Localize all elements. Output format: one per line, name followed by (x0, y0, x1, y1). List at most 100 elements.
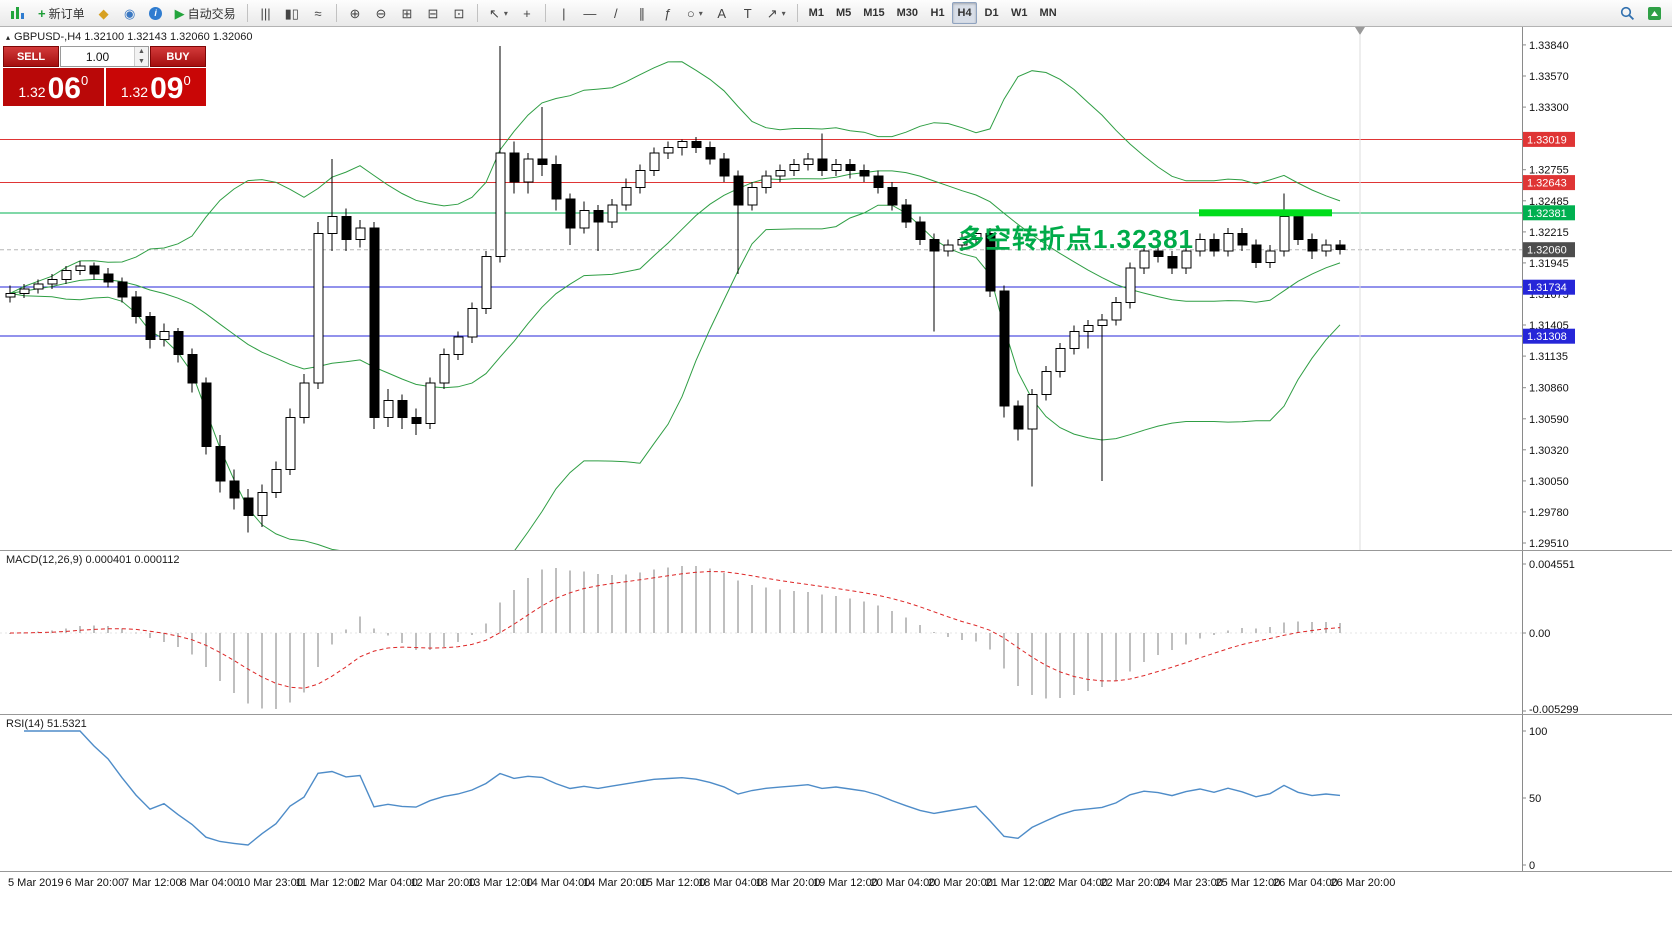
svg-text:1.32060: 1.32060 (1527, 245, 1567, 257)
cascade-windows-button[interactable]: ⊟ (421, 2, 445, 24)
volume-stepper: ▲ ▼ (60, 46, 149, 67)
candlestick-chart-button[interactable]: ▮▯ (280, 2, 304, 24)
svg-text:1.33840: 1.33840 (1529, 40, 1569, 52)
timeframe-h4-button[interactable]: H4 (952, 2, 978, 24)
timeframe-d1-button[interactable]: D1 (979, 2, 1004, 24)
svg-text:-0.005299: -0.005299 (1529, 704, 1579, 714)
macd-scale[interactable]: 0.004551 0.00 -0.005299 (1522, 551, 1672, 714)
shapes-icon: ○ (686, 5, 695, 21)
svg-text:1.32755: 1.32755 (1529, 165, 1569, 177)
volume-down-icon[interactable]: ▼ (135, 56, 148, 66)
text-tool-button[interactable]: A (710, 2, 734, 24)
label-tool-button[interactable]: T (736, 2, 760, 24)
date-label: 18 Mar 04:00 (698, 877, 763, 889)
app-logo-icon (5, 2, 31, 24)
text-icon: A (717, 5, 727, 21)
date-label: 12 Mar 04:00 (353, 877, 418, 889)
cascade-windows-icon: ⊟ (427, 5, 439, 21)
price-scale[interactable]: 1.338401.335701.333001.330301.327551.324… (1522, 27, 1672, 550)
horizontal-line-tool-button[interactable]: — (578, 2, 602, 24)
date-label: 26 Mar 20:00 (1330, 877, 1396, 889)
svg-text:1.29780: 1.29780 (1529, 507, 1569, 519)
macd-signal-line (9, 570, 1341, 689)
zoom-out-button[interactable]: ⊖ (369, 2, 393, 24)
date-label: 19 Mar 12:00 (813, 877, 878, 889)
date-label: 5 Mar 2019 (8, 877, 64, 889)
shapes-tool-button[interactable]: ○ ▾ (682, 2, 708, 24)
search-button[interactable] (1615, 2, 1640, 24)
ask-prefix: 1.32 (120, 84, 149, 100)
date-label: 24 Mar 23:00 (1158, 877, 1223, 889)
svg-text:50: 50 (1529, 793, 1541, 805)
vertical-line-icon: | (562, 5, 566, 21)
ask-price-display[interactable]: 1.32 09 0 (105, 68, 206, 106)
tile-windows-button[interactable]: ⊞ (395, 2, 419, 24)
volume-input[interactable] (61, 47, 134, 66)
timeframe-m30-button[interactable]: M30 (892, 2, 923, 24)
bid-price-display[interactable]: 1.32 06 0 (3, 68, 104, 106)
autotrade-label: 自动交易 (187, 6, 236, 21)
horizontal-line-icon: — (583, 5, 597, 21)
timeframe-mn-button[interactable]: MN (1035, 2, 1062, 24)
profile-button[interactable]: ◉ (118, 2, 142, 24)
cursor-tool-button[interactable]: ↖ ▾ (484, 2, 513, 24)
community-button[interactable] (1642, 2, 1667, 24)
rsi-label: RSI(14) 51.5321 (6, 718, 87, 730)
chevron-down-icon: ▾ (698, 8, 703, 18)
crosshair-icon: + (523, 5, 531, 21)
trendline-icon: / (614, 5, 618, 21)
price-chart[interactable]: 1.338401.335701.333001.330301.327551.324… (0, 27, 1672, 550)
svg-text:1.31945: 1.31945 (1529, 258, 1569, 270)
arrange-windows-icon: ⊡ (453, 5, 465, 21)
shift-marker-icon (1355, 27, 1365, 35)
timeframe-w1-button[interactable]: W1 (1006, 2, 1033, 24)
line-chart-button[interactable]: ≈ (306, 2, 330, 24)
timeframe-m5-button[interactable]: M5 (831, 2, 856, 24)
zoom-in-icon: ⊕ (349, 5, 361, 21)
trendline-tool-button[interactable]: / (604, 2, 628, 24)
new-order-button[interactable]: + 新订单 (33, 2, 90, 24)
time-axis[interactable]: 5 Mar 2019 6 Mar 20:00 7 Mar 12:00 8 Mar 04… (0, 871, 1672, 893)
toolbar-separator (544, 4, 546, 22)
line-chart-icon: ≈ (314, 5, 322, 21)
sell-button[interactable]: SELL (3, 46, 59, 67)
charts-button[interactable]: ◆ (92, 2, 116, 24)
vertical-line-tool-button[interactable]: | (552, 2, 576, 24)
autotrade-button[interactable]: ▶ 自动交易 (170, 2, 241, 24)
bollinger-bands (9, 61, 1341, 550)
turning-point-annotation[interactable]: 多空转折点1.32381 (958, 224, 1194, 254)
zoom-out-icon: ⊖ (375, 5, 387, 21)
rsi-panel[interactable]: 100 50 0 (0, 714, 1672, 871)
rsi-scale[interactable]: 100 50 0 (1522, 715, 1672, 871)
date-label: 12 Mar 20:00 (410, 877, 476, 889)
channel-tool-button[interactable]: ∥ (630, 2, 654, 24)
symbol-info: ▴ GBPUSD-,H4 1.32100 1.32143 1.32060 1.3… (6, 31, 253, 43)
volume-up-icon[interactable]: ▲ (135, 47, 148, 57)
timeframe-m15-button[interactable]: M15 (858, 2, 889, 24)
zoom-in-button[interactable]: ⊕ (343, 2, 367, 24)
arrows-tool-button[interactable]: ↗ ▾ (762, 2, 791, 24)
timeframe-h1-button[interactable]: H1 (925, 2, 950, 24)
toolbar-separator (246, 4, 248, 22)
timeframe-m1-button[interactable]: M1 (804, 2, 829, 24)
ask-point: 0 (183, 73, 191, 88)
buy-button[interactable]: BUY (150, 46, 206, 67)
svg-text:0.004551: 0.004551 (1529, 559, 1575, 571)
candlestick-chart-icon: ▮▯ (284, 5, 299, 21)
info-button[interactable]: i (144, 2, 168, 24)
svg-text:0.00: 0.00 (1529, 628, 1550, 640)
macd-panel[interactable]: 0.004551 0.00 -0.005299 (0, 550, 1672, 714)
fibonacci-tool-button[interactable]: ƒ (656, 2, 680, 24)
date-label: 10 Mar 23:00 (238, 877, 303, 889)
arrange-windows-button[interactable]: ⊡ (447, 2, 471, 24)
community-icon (1648, 6, 1661, 20)
highlight-segment[interactable] (1199, 209, 1332, 217)
date-label: 13 Mar 12:00 (468, 877, 533, 889)
date-label: 21 Mar 12:00 (985, 877, 1051, 889)
bar-chart-button[interactable]: ||| (254, 2, 278, 24)
crosshair-tool-button[interactable]: + (515, 2, 539, 24)
chevron-down-icon: ▾ (503, 8, 508, 18)
date-label: 15 Mar 12:00 (640, 877, 706, 889)
